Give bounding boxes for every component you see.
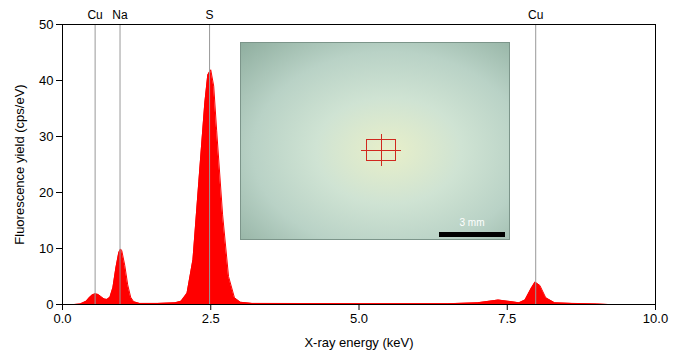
svg-text:0.0: 0.0 xyxy=(53,311,71,326)
html-text:3 mm: 3 mm xyxy=(459,217,485,228)
svg-text:50: 50 xyxy=(39,17,53,32)
svg-text:30: 30 xyxy=(39,129,53,144)
svg-text:S: S xyxy=(206,8,214,22)
svg-text:5.0: 5.0 xyxy=(350,311,368,326)
svg-text:2.5: 2.5 xyxy=(202,311,220,326)
svg-text:10.0: 10.0 xyxy=(643,311,668,326)
svg-text:40: 40 xyxy=(39,73,53,88)
svg-text:Na: Na xyxy=(112,8,128,22)
svg-text:Cu: Cu xyxy=(528,8,543,22)
svg-text:Cu: Cu xyxy=(87,8,102,22)
svg-text:10: 10 xyxy=(39,241,53,256)
svg-text:20: 20 xyxy=(39,185,53,200)
svg-text:Fluorescence yield (cps/eV): Fluorescence yield (cps/eV) xyxy=(12,84,27,244)
svg-text:X-ray energy (keV): X-ray energy (keV) xyxy=(304,335,413,350)
svg-text:7.5: 7.5 xyxy=(498,311,516,326)
svg-text:0: 0 xyxy=(46,297,53,312)
